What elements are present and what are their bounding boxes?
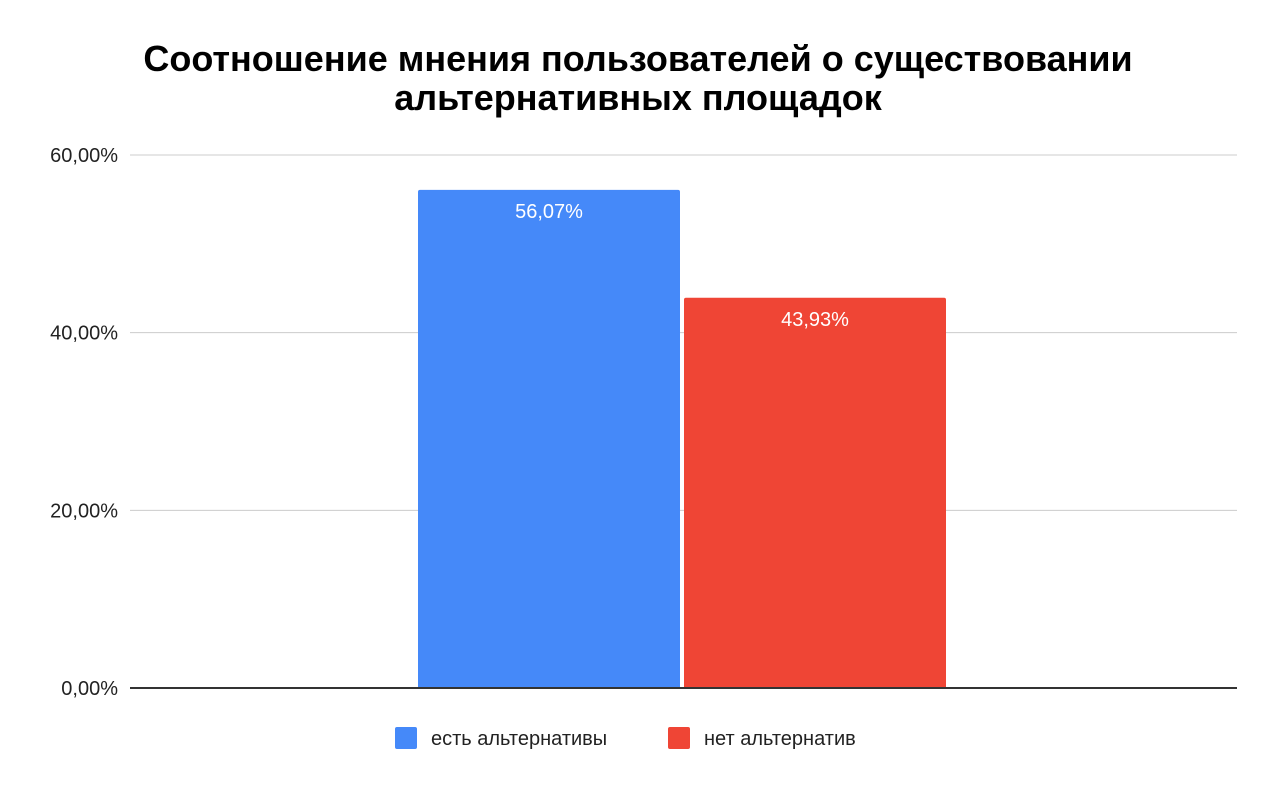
chart-title: Соотношение мнения пользователей о сущес… bbox=[143, 38, 1132, 118]
legend[interactable]: есть альтернативы нет альтернатив bbox=[395, 727, 856, 750]
legend-item[interactable]: есть альтернативы bbox=[395, 727, 607, 750]
y-tick-label: 20,00% bbox=[50, 500, 118, 522]
legend-swatch bbox=[668, 727, 690, 749]
bar-data-label: 43,93% bbox=[781, 309, 849, 331]
chart-title-line-1: Соотношение мнения пользователей о сущес… bbox=[143, 38, 1132, 79]
legend-item[interactable]: нет альтернатив bbox=[668, 727, 856, 750]
bar-data-label: 56,07% bbox=[515, 201, 583, 223]
chart-title-line-2: альтернативных площадок bbox=[394, 77, 882, 118]
legend-swatch bbox=[395, 727, 417, 749]
legend-label: нет альтернатив bbox=[704, 728, 856, 750]
y-tick-label: 60,00% bbox=[50, 145, 118, 167]
y-tick-label: 40,00% bbox=[50, 323, 118, 345]
bars: 56,07% 43,93% bbox=[418, 189, 946, 688]
y-tick-label: 0,00% bbox=[61, 678, 118, 700]
gridlines bbox=[130, 154, 1237, 511]
legend-label: есть альтернативы bbox=[431, 728, 607, 750]
bar-est-alternativy[interactable] bbox=[418, 189, 680, 688]
y-axis-ticks: 0,00% 20,00% 40,00% 60,00% bbox=[50, 145, 118, 700]
bar-net-alternativ[interactable] bbox=[684, 297, 946, 688]
